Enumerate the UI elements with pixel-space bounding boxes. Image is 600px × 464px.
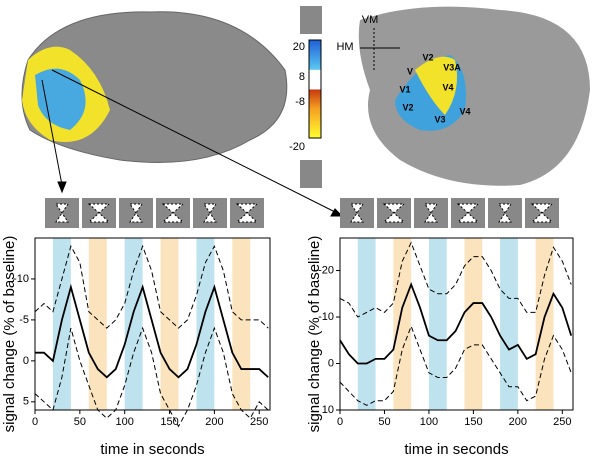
line [339,281,573,365]
x-tick-label: 50 [74,416,86,428]
stimulus-band [88,238,107,410]
line [34,326,269,428]
plot-frame [339,237,574,411]
x-tick-label: 150 [160,416,178,428]
stimulus-band [464,238,483,410]
x-axis-label: time in seconds [100,441,204,458]
line [35,283,269,379]
stimulus-band [393,238,412,410]
stimulus-band [500,238,518,410]
checker [498,203,512,223]
line [339,241,572,318]
checker [456,203,480,223]
y-tick-label: -10 [318,311,334,323]
stimulus-band [232,238,251,410]
y-tick-label: -10 [13,273,29,285]
map-label: VM [362,14,379,26]
checker [203,203,217,223]
y-axis-label: signal change (% of baseline) [1,236,18,433]
x-tick-label: 50 [378,416,390,428]
checker [350,203,364,223]
colorbar [300,6,322,188]
x-tick-label: 200 [205,416,223,428]
checker [55,203,69,223]
checker [161,203,185,223]
checker [530,203,554,223]
line [34,244,269,329]
y-axis-label: signal change (% of baseline) [306,236,323,433]
x-tick-label: 0 [337,416,343,428]
map-label: V4 [459,106,470,116]
y-tick-label: 0 [328,357,334,369]
checker [235,203,259,223]
line [339,324,572,406]
flat-map [358,6,590,186]
stimulus-band [535,238,554,410]
y-tick-label: 0 [23,355,29,367]
checker [424,203,438,223]
y-tick-label: -20 [318,264,334,276]
x-tick-label: 0 [32,416,38,428]
y-tick-label: 5 [23,396,29,408]
y-tick-label: 10 [322,404,334,416]
stimulus-band [160,238,179,410]
map-label: HM [336,41,353,53]
colorbar-label: -20 [289,141,305,153]
colorbar-label: 20 [293,41,305,53]
map-label: V [407,66,413,76]
stimulus-band [428,238,447,410]
x-tick-label: 200 [509,416,527,428]
brain-lateral [21,11,288,163]
map-label: V2 [402,102,413,112]
stimulus-band [357,238,376,410]
x-tick-label: 250 [553,416,571,428]
map-label: V3 [434,114,445,124]
plot-frame [34,237,271,411]
y-tick-label: -5 [19,314,29,326]
colorbar-label: 8 [299,71,305,83]
x-tick-label: 150 [464,416,482,428]
colorbar-label: -8 [295,96,305,108]
checker [129,203,143,223]
checker [87,203,111,223]
stimulus-band [196,238,215,410]
map-label: V4 [442,82,453,92]
x-axis-label: time in seconds [404,441,508,458]
arrows [41,69,344,217]
map-label: V3A [443,62,461,72]
map-label: V2 [422,52,433,62]
map-label: V1 [399,84,410,94]
stimuli [45,198,559,228]
x-tick-label: 100 [116,416,134,428]
stimulus-band [124,238,143,410]
x-tick-label: 100 [420,416,438,428]
x-tick-label: 250 [250,416,268,428]
checker [382,203,406,223]
